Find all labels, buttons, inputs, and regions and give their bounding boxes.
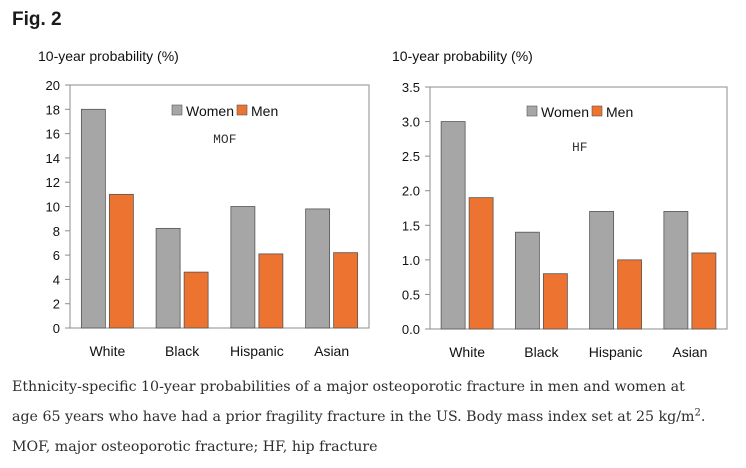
mof-x-category-label: White	[89, 343, 125, 359]
mof-y-tick-label: 0	[53, 321, 60, 336]
mof-bar-women-asian	[305, 208, 331, 329]
mof-bar-men-asian	[333, 252, 359, 329]
mof-y-axis-label: 10-year probability (%)	[38, 48, 179, 64]
caption-line-3: MOF, major osteoporotic fracture; HF, hi…	[12, 439, 378, 455]
hf-x-category-label: Asian	[672, 344, 707, 360]
hf-legend-swatch-women	[526, 105, 538, 117]
hf-annotation: HF	[572, 140, 588, 155]
mof-y-tick-label: 18	[46, 102, 60, 117]
hf-y-axis-label: 10-year probability (%)	[392, 48, 533, 64]
mof-x-category-label: Hispanic	[230, 343, 284, 359]
hf-y-tick-label: 3.0	[402, 115, 420, 130]
mof-y-tick-label: 10	[46, 200, 60, 215]
hf-y-tick-label: 1.0	[402, 253, 420, 268]
figure-caption: Ethnicity-specific 10-year probabilities…	[12, 372, 742, 462]
mof-bar-men-white	[108, 193, 134, 329]
mof-bar-men-black	[183, 271, 209, 329]
hf-legend-label-women: Women	[541, 104, 589, 120]
caption-line-2: age 65 years who have had a prior fragil…	[12, 402, 742, 432]
hf-bar-women-asian	[663, 211, 689, 330]
caption-line-2-end: .	[700, 409, 706, 425]
hf-y-tick-label: 0.5	[402, 287, 420, 302]
hf-y-tick-label: 2.5	[402, 149, 420, 164]
hf-bar-men-asian	[691, 252, 717, 330]
mof-y-tick-label: 4	[53, 272, 60, 287]
mof-legend-label-women: Women	[186, 103, 234, 119]
hf-plot-frame	[429, 86, 728, 330]
bar-charts: 10-year probability (%) 0 2 4 6 8 10 12 14 16 18 20…	[38, 48, 728, 360]
hf-bar-women-white	[440, 121, 466, 330]
mof-y-tick-label: 20	[46, 78, 60, 93]
mof-y-tick-label: 8	[53, 224, 60, 239]
mof-bar-women-black	[155, 227, 181, 329]
mof-y-tick-label: 14	[46, 151, 60, 166]
mof-legend-swatch-men	[236, 104, 248, 116]
hf-bar-women-black	[514, 231, 540, 330]
hf-legend-label-men: Men	[606, 104, 633, 120]
mof-x-category-label: Black	[165, 343, 200, 359]
mof-y-tick-label: 16	[46, 127, 60, 142]
mof-y-tick-label: 2	[53, 297, 60, 312]
hf-y-tick-label: 3.5	[402, 80, 420, 95]
mof-bar-women-hispanic	[230, 206, 256, 329]
mof-y-tick-label: 12	[46, 175, 60, 190]
hf-bar-women-hispanic	[589, 211, 615, 330]
figure-label: Fig. 2	[12, 9, 62, 30]
hf-bar-men-hispanic	[617, 259, 643, 330]
hf-y-tick-label: 0.0	[402, 322, 420, 337]
hf-bar-men-white	[468, 197, 494, 330]
mof-legend-swatch-women	[171, 104, 183, 116]
mof-x-category-label: Asian	[314, 343, 349, 359]
hf-y-tick-label: 2.0	[402, 184, 420, 199]
mof-bar-men-hispanic	[258, 253, 284, 329]
hf-legend-swatch-men	[591, 105, 603, 117]
mof-legend-label-men: Men	[251, 103, 278, 119]
hf-x-category-label: White	[449, 344, 485, 360]
hf-bar-men-black	[542, 273, 568, 330]
mof-y-tick-label: 6	[53, 248, 60, 263]
caption-superscript: 2	[694, 407, 701, 419]
hf-y-tick-label: 1.5	[402, 218, 420, 233]
mof-bar-women-white	[80, 108, 106, 329]
hf-x-category-label: Hispanic	[589, 344, 643, 360]
mof-annotation: MOF	[213, 132, 236, 147]
caption-line-1: Ethnicity-specific 10-year probabilities…	[12, 379, 685, 395]
hf-x-category-label: Black	[524, 344, 559, 360]
caption-line-2-text: age 65 years who have had a prior fragil…	[12, 409, 695, 425]
